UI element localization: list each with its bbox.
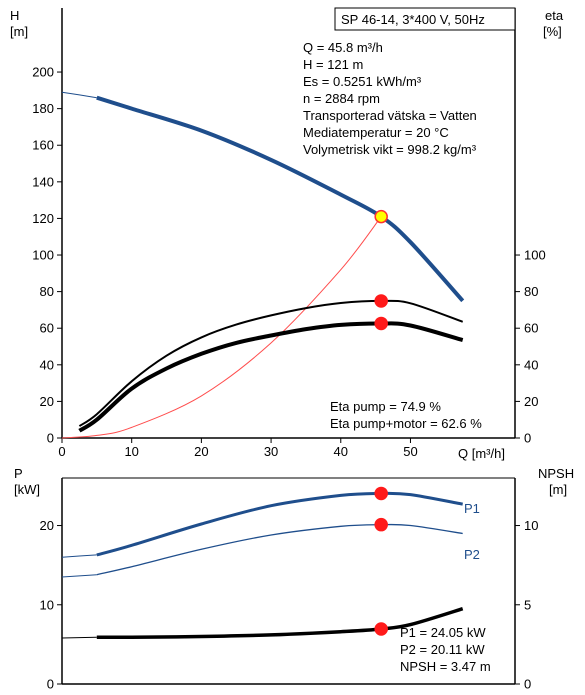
eta-total-label: Eta pump+motor = 62.6 % — [330, 416, 482, 431]
top-xtick-label: 30 — [264, 444, 278, 459]
top-ytick-left-label: 180 — [32, 101, 54, 116]
top-ytick-right-label: 60 — [524, 321, 538, 336]
legend-p1: P1 — [464, 501, 480, 516]
info-line-density: Volymetrisk vikt = 998.2 kg/m³ — [303, 142, 477, 157]
bottom-series-npsh — [96, 607, 464, 640]
info-line-speed: n = 2884 rpm — [303, 91, 380, 106]
bottom-ylabel-right-2: [m] — [549, 482, 567, 497]
top-plot: H [m] eta [%] SP 46-14, 3*400 V, 50Hz Q … — [10, 7, 564, 461]
top-ytick-left-label: 20 — [40, 394, 54, 409]
bottom-ticks: 0 10 20 0 5 10 — [40, 518, 539, 691]
bottom-annotations: P1 = 24.05 kW P2 = 20.11 kW NPSH = 3.47 … — [400, 625, 491, 674]
top-series-head — [96, 95, 465, 303]
bottom-ylabel-left-2: [kW] — [14, 482, 40, 497]
top-xtick-label: 0 — [58, 444, 65, 459]
top-ylabel-left-2: [m] — [10, 24, 28, 39]
bottom-plot: P [kW] NPSH [m] P1 P2 P1 = 24.05 kW P2 =… — [14, 466, 574, 692]
bottom-markers — [374, 486, 388, 636]
top-ylabel-right-2: [%] — [543, 24, 562, 39]
top-xlabel: Q [m³/h] — [458, 446, 505, 461]
bottom-operating-point-marker — [374, 486, 388, 501]
eta-pump-label: Eta pump = 74.9 % — [330, 399, 441, 414]
p2-value-label: P2 = 20.11 kW — [400, 642, 485, 657]
bottom-ytick-right-label: 10 — [524, 518, 538, 533]
top-xtick-label: 20 — [194, 444, 208, 459]
top-operating-point-marker — [374, 316, 388, 331]
top-ylabel-right-1: eta — [545, 8, 564, 23]
top-eta-annotations: Eta pump = 74.9 % Eta pump+motor = 62.6 … — [330, 399, 482, 431]
bottom-ytick-left-label: 20 — [40, 518, 54, 533]
top-xtick-label: 40 — [334, 444, 348, 459]
info-line-head: H = 121 m — [303, 57, 363, 72]
bottom-ytick-left-label: 10 — [40, 597, 54, 612]
npsh-value-label: NPSH = 3.47 m — [400, 659, 491, 674]
top-ytick-left-label: 0 — [47, 431, 54, 446]
top-ytick-right-label: 80 — [524, 284, 538, 299]
bottom-ylabel-right-1: NPSH — [538, 466, 574, 481]
info-line-liquid: Transporterad vätska = Vatten — [303, 108, 477, 123]
top-ytick-left-label: 60 — [40, 321, 54, 336]
top-xtick-label: 10 — [124, 444, 138, 459]
bottom-series-p2_ext — [61, 574, 97, 578]
bottom-ytick-right-label: 0 — [524, 677, 531, 692]
top-xtick-label: 50 — [403, 444, 417, 459]
bottom-ytick-left-label: 0 — [47, 677, 54, 692]
legend-p2: P2 — [464, 547, 480, 562]
top-markers — [374, 209, 388, 331]
bottom-series-p1_ext — [61, 554, 97, 558]
top-title-frame — [334, 7, 516, 31]
bottom-series-p2 — [96, 523, 463, 576]
top-ytick-right-label: 40 — [524, 357, 538, 372]
top-series-system — [61, 216, 382, 439]
p1-value-label: P1 = 24.05 kW — [400, 625, 486, 640]
top-ytick-right-label: 100 — [524, 248, 546, 263]
info-line-temperature: Mediatemperatur = 20 °C — [303, 125, 449, 140]
top-series-head_ext — [61, 91, 97, 99]
bottom-ylabel-left-1: P — [14, 466, 23, 481]
info-line-energy: Es = 0.5251 kWh/m³ — [303, 74, 422, 89]
top-operating-point-marker — [374, 294, 388, 308]
top-ytick-left-label: 140 — [32, 174, 54, 189]
top-ytick-right-label: 20 — [524, 394, 538, 409]
top-ytick-left-label: 120 — [32, 211, 54, 226]
bottom-series — [61, 491, 464, 640]
top-operating-point-marker — [374, 209, 388, 224]
top-ytick-left-label: 100 — [32, 248, 54, 263]
top-title-box: SP 46-14, 3*400 V, 50Hz — [334, 7, 516, 31]
top-ticks: 0 10 20 30 40 50 0 20 40 60 80 100 120 140 160 180 200 0 2… — [32, 65, 545, 459]
bottom-operating-point-marker — [374, 622, 388, 636]
top-ytick-right-label: 0 — [524, 431, 531, 446]
top-ytick-left-label: 40 — [40, 357, 54, 372]
top-info-block: Q = 45.8 m³/h H = 121 m Es = 0.5251 kWh/… — [303, 40, 477, 157]
top-ytick-left-label: 160 — [32, 138, 54, 153]
bottom-series-p1 — [96, 491, 463, 557]
top-ylabel-left-1: H — [10, 8, 19, 23]
bottom-operating-point-marker — [374, 517, 388, 532]
bottom-series-npsh_ext — [61, 636, 97, 639]
top-ytick-left-label: 200 — [32, 65, 54, 80]
top-title: SP 46-14, 3*400 V, 50Hz — [341, 12, 485, 27]
top-ytick-left-label: 80 — [40, 284, 54, 299]
info-line-flow: Q = 45.8 m³/h — [303, 40, 383, 55]
bottom-ytick-right-label: 5 — [524, 597, 531, 612]
